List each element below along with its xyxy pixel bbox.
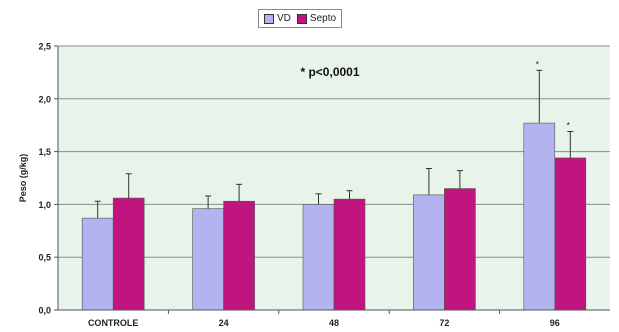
error-bars <box>94 69 574 219</box>
x-tick-label: CONTROLE <box>88 318 139 328</box>
y-tick-label: 1,0 <box>38 200 51 210</box>
y-tick-labels: 0,0 0,5 1,0 1,5 2,0 2,5 <box>38 42 58 316</box>
legend-label-septo: Septo <box>309 13 337 24</box>
significance-marker: * <box>567 121 571 131</box>
legend: VD Septo <box>258 9 343 28</box>
y-tick-label: 0,5 <box>38 253 51 263</box>
bar-septo <box>333 198 366 311</box>
legend-swatch-vd <box>264 13 274 24</box>
y-tick-label: 2,5 <box>38 42 51 52</box>
bar-vd <box>413 194 445 311</box>
y-tick-label: 2,0 <box>38 94 51 104</box>
legend-label-vd: VD <box>277 13 291 24</box>
x-tick-labels: CONTROLE 24 48 72 96 <box>88 310 560 328</box>
bar-vd <box>81 217 114 311</box>
bar-septo <box>112 197 145 311</box>
y-axis-label: Peso (g/kg) <box>18 154 28 203</box>
x-tick-label: 48 <box>329 318 339 328</box>
bar-vd <box>523 122 556 311</box>
x-tick-label: 72 <box>439 318 449 328</box>
bar-septo <box>223 200 255 311</box>
legend-item-septo: Septo <box>296 13 337 24</box>
annotation-text: * p<0,0001 <box>300 65 359 79</box>
bar-vd <box>302 204 335 311</box>
legend-swatch-septo <box>296 13 307 24</box>
significance-markers: ** <box>536 59 571 130</box>
bar-septo <box>444 188 476 311</box>
bar-vd <box>192 208 224 311</box>
y-tick-label: 0,0 <box>38 306 51 316</box>
bars <box>81 122 587 311</box>
legend-item-vd: VD <box>264 13 291 24</box>
significance-marker: * <box>536 59 540 69</box>
x-tick-label: 96 <box>550 318 560 328</box>
bar-septo <box>554 157 587 311</box>
y-tick-label: 1,5 <box>38 147 51 157</box>
x-tick-label: 24 <box>219 318 229 328</box>
